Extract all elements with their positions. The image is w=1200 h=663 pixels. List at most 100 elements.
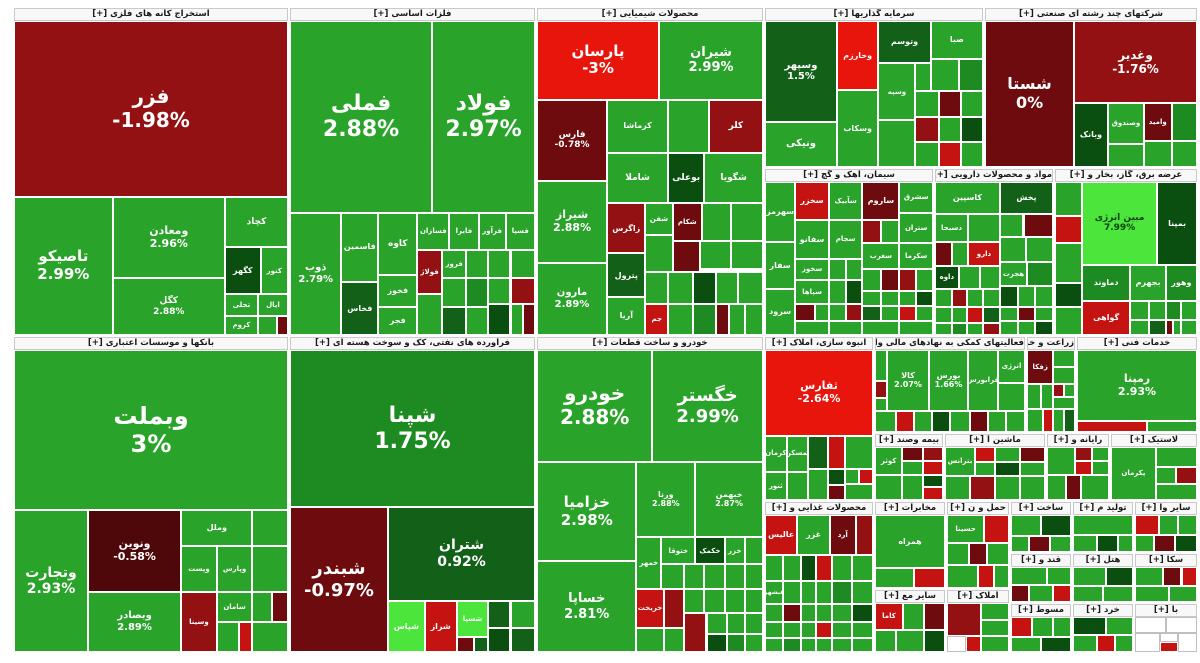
tile-ghand-3[interactable]	[1029, 585, 1053, 602]
tile-power-13[interactable]	[1165, 301, 1182, 320]
tile-invest-18[interactable]	[939, 142, 962, 167]
tile-chem-20[interactable]	[699, 240, 732, 270]
tile-ghand-2[interactable]	[1011, 585, 1029, 602]
tile-seka-2[interactable]	[1181, 567, 1197, 587]
tile-rubber-پکرمان[interactable]: پکرمان	[1111, 447, 1156, 500]
tile-insur-2[interactable]	[922, 447, 943, 461]
tile-power-0[interactable]	[1055, 182, 1082, 216]
tile-cement-سآبیک[interactable]: سآبیک	[828, 182, 863, 221]
sector-header-khord[interactable]: خرد [+]	[1073, 604, 1133, 617]
sector-header-metals[interactable]: فلزات اساسی [+]	[290, 8, 535, 21]
tile-pharma-دارو[interactable]: دارو	[968, 241, 1000, 267]
tile-power-4[interactable]	[1055, 307, 1082, 335]
tile-chem-27[interactable]	[738, 272, 763, 304]
tile-power-گواهی[interactable]: گواهی	[1081, 301, 1131, 335]
tile-pharma-کاسپین[interactable]: کاسپین	[935, 182, 1000, 215]
tile-auto-خمهر[interactable]: خمهر	[636, 537, 662, 589]
sector-header-computer[interactable]: رایانه و [+]	[1047, 434, 1109, 447]
tile-invest-صبا[interactable]: صبا	[930, 21, 983, 59]
tile-sakht-0[interactable]	[1011, 515, 1041, 537]
tile-masut-1[interactable]	[1032, 617, 1053, 638]
tile-chem-21[interactable]	[731, 240, 763, 270]
tile-invest-ونیکی[interactable]: ونیکی	[765, 121, 837, 167]
tile-power-2[interactable]	[1055, 243, 1082, 283]
tile-computer-2[interactable]	[1092, 447, 1109, 461]
sector-header-oil[interactable]: فرآورده های نفتی، کک و سوخت هسته ای [+]	[290, 337, 535, 350]
tile-banks-وبصادر[interactable]: وبصادر 2.89%	[87, 591, 182, 652]
tile-chem-پارسان[interactable]: پارسان -3%	[537, 21, 660, 100]
tile-realestate-کرمان[interactable]: کرمان	[765, 435, 787, 472]
tile-auto-ختوقا[interactable]: ختوقا	[661, 537, 696, 565]
tile-cement-18[interactable]	[828, 321, 863, 335]
tile-machine-بترانس[interactable]: بترانس	[945, 447, 975, 477]
tile-metals-25[interactable]	[510, 303, 523, 335]
tile-chem-جم[interactable]: جم	[645, 303, 669, 335]
sector-header-amlak2[interactable]: املاک [+]	[947, 590, 1009, 603]
tile-auto-17[interactable]	[663, 588, 684, 628]
tile-banks-12[interactable]	[252, 546, 288, 592]
tile-cement-20[interactable]	[862, 220, 881, 244]
tile-metals-20[interactable]	[510, 278, 535, 304]
tile-multi-شستا[interactable]: شستا 0%	[985, 21, 1075, 167]
tile-cement-24[interactable]	[880, 269, 900, 291]
tile-auto-12[interactable]	[683, 564, 705, 589]
tile-cement-34[interactable]	[916, 269, 933, 291]
tile-banks-وسینا[interactable]: وسینا	[181, 591, 217, 652]
tile-auto-خزامیا[interactable]: خزامیا 2.98%	[537, 461, 637, 562]
tile-auto-22[interactable]	[636, 627, 664, 652]
tile-chem-کرماشا[interactable]: کرماشا	[607, 99, 669, 153]
sector-header-food[interactable]: محصولات غذایی و [+]	[765, 502, 873, 515]
tile-cement-7[interactable]	[795, 304, 816, 322]
tile-metals-16[interactable]	[510, 250, 535, 279]
tile-pharma-25[interactable]	[966, 307, 984, 323]
tile-ba-4[interactable]	[1159, 642, 1179, 652]
tile-machine-10[interactable]	[1020, 476, 1045, 500]
tile-pharma-5[interactable]	[1023, 214, 1053, 238]
tile-pharma-پخش[interactable]: پخش	[999, 182, 1053, 215]
sector-header-realestate[interactable]: انبوه سازی، املاک [+]	[765, 337, 873, 350]
tile-cement-9[interactable]	[795, 321, 829, 335]
tile-pharma-19[interactable]	[983, 289, 1000, 308]
tile-multi-وبانک[interactable]: وبانک	[1074, 102, 1108, 167]
tile-mining-اپال[interactable]: اپال	[257, 294, 288, 317]
tile-mining-کچاد[interactable]: کچاد	[224, 196, 288, 248]
tile-rubber-2[interactable]	[1155, 467, 1177, 485]
tile-chem-مارون[interactable]: مارون 2.89%	[537, 262, 608, 335]
tile-auto-خودرو[interactable]: خودرو 2.88%	[537, 350, 653, 462]
tile-hotel-1[interactable]	[1106, 567, 1133, 587]
tile-power-بمپنا[interactable]: بمپنا	[1157, 182, 1197, 265]
sector-header-cement[interactable]: سیمان، آهک و گچ [+]	[765, 169, 933, 182]
tile-masut-2[interactable]	[1053, 617, 1071, 638]
tile-computer-4[interactable]	[1092, 460, 1109, 475]
tile-finaux-13[interactable]	[969, 410, 988, 432]
tile-oil-6[interactable]	[456, 636, 474, 652]
tile-oil-7[interactable]	[473, 636, 489, 652]
tile-ghand-4[interactable]	[1053, 585, 1071, 602]
tile-food-9[interactable]	[852, 554, 873, 581]
tile-multi-وغدیر[interactable]: وغدیر -1.76%	[1074, 21, 1197, 103]
tile-auto-24[interactable]	[683, 612, 707, 652]
tile-pharma-10[interactable]	[1025, 237, 1053, 262]
tile-telecom-همراه[interactable]: همراه	[875, 515, 945, 568]
tile-finaux-انرژی[interactable]: انرژی	[998, 350, 1025, 383]
tile-metals-15[interactable]	[488, 250, 511, 279]
tile-pharma-16[interactable]	[935, 289, 952, 308]
tile-metals-فولاد[interactable]: فولاد 2.97%	[432, 21, 535, 213]
tile-amlak2-3[interactable]	[947, 636, 966, 652]
tile-realestate-ثنور[interactable]: ثنور	[765, 471, 787, 500]
tile-invest-وسپه[interactable]: وسپه	[878, 63, 916, 121]
tile-power-16[interactable]	[1148, 319, 1166, 335]
tile-power-11[interactable]	[1130, 301, 1149, 320]
tile-food-آرد[interactable]: آرد	[829, 515, 856, 555]
tile-pharma-26[interactable]	[983, 307, 1000, 323]
tile-computer-3[interactable]	[1074, 460, 1093, 475]
tile-machine-4[interactable]	[975, 461, 995, 477]
tile-cement-39[interactable]	[899, 321, 933, 335]
tile-metals-17[interactable]	[441, 278, 467, 307]
tile-agri-زفکا[interactable]: زفکا	[1027, 350, 1054, 385]
tile-auto-خریخت[interactable]: خریخت	[636, 588, 664, 628]
sector-header-agri[interactable]: زراعت و خد [+]	[1027, 337, 1075, 350]
tile-chem-شکام[interactable]: شکام	[672, 203, 702, 241]
tile-sayerva-2[interactable]	[1178, 515, 1197, 536]
tile-insur-کوثر[interactable]: کوثر	[875, 447, 903, 475]
